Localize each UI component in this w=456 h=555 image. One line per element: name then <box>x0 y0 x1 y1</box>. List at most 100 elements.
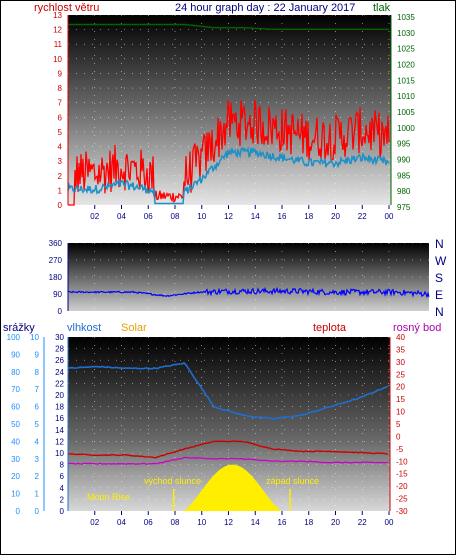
x-tick-label: 16 <box>278 212 287 221</box>
wind-y-tick-label: 5 <box>58 128 63 137</box>
pressure-y-tick-label: 1030 <box>397 29 415 38</box>
precip-tick-label: 0 <box>35 507 40 516</box>
solar-tick-label: 4 <box>60 484 65 493</box>
x-tick-label: 06 <box>144 212 153 221</box>
wind-y-tick-label: 0 <box>58 201 63 210</box>
wind-average-series <box>67 146 390 205</box>
compass-letter: N <box>435 237 444 251</box>
x-tick-label: 00 <box>385 212 394 221</box>
dewpoint-series <box>67 456 389 465</box>
sunset-label: západ slunce <box>266 476 319 486</box>
precip-tick-label: 3 <box>35 455 40 464</box>
wind-y-tick-label: 1 <box>58 186 63 195</box>
pressure-y-tick-label: 995 <box>397 140 411 149</box>
x-tick-label: 04 <box>117 518 126 527</box>
x-tick-label: 16 <box>278 518 287 527</box>
temperature-tick-label: -30 <box>396 507 408 516</box>
pressure-series <box>68 23 389 30</box>
pressure-y-tick-label: 985 <box>397 171 411 180</box>
solar-tick-label: 14 <box>55 426 64 435</box>
humidity-series <box>67 361 389 420</box>
precip-tick-label: 10 <box>30 333 39 342</box>
x-tick-label: 22 <box>358 518 367 527</box>
solar-tick-label: 12 <box>55 437 64 446</box>
temperature-tick-label: 15 <box>396 395 405 404</box>
pressure-y-tick-label: 1000 <box>397 124 415 133</box>
direction-y-tick-label: 360 <box>49 239 63 248</box>
x-tick-label: 18 <box>304 212 313 221</box>
humidity-tick-label: 70 <box>11 385 20 394</box>
temperature-tick-label: -15 <box>396 470 408 479</box>
x-tick-label: 02 <box>90 518 99 527</box>
humidity-tick-label: 10 <box>11 490 20 499</box>
x-tick-label: 18 <box>304 518 313 527</box>
humidity-tick-label: 40 <box>11 437 20 446</box>
temperature-tick-label: 5 <box>396 420 401 429</box>
wind-gust-series <box>68 99 390 206</box>
x-tick-label: 20 <box>331 518 340 527</box>
x-tick-label: 08 <box>171 212 180 221</box>
graph-title: 24 hour graph day : 22 January 2017 <box>175 2 355 14</box>
temperature-tick-label: 40 <box>396 333 405 342</box>
solar-area <box>183 464 282 511</box>
dewpoint-label: rosný bod <box>393 322 441 334</box>
solar-tick-label: 28 <box>55 345 64 354</box>
wind-y-tick-label: 13 <box>53 11 62 20</box>
precip-tick-label: 7 <box>35 385 40 394</box>
compass-letter: E <box>435 288 443 302</box>
precip-tick-label: 5 <box>35 420 40 429</box>
moon-rise-label: Moon Rise <box>87 492 130 502</box>
precip-tick-label: 6 <box>35 403 40 412</box>
direction-panel <box>68 243 429 311</box>
wind-y-tick-label: 12 <box>53 26 62 35</box>
x-tick-label: 14 <box>251 212 260 221</box>
direction-y-tick-label: 180 <box>49 273 63 282</box>
temperature-series <box>67 440 389 459</box>
solar-tick-label: 2 <box>60 495 65 504</box>
wind-y-tick-label: 10 <box>53 55 62 64</box>
precip-label: srážky <box>3 322 35 334</box>
wind-speed-label: rychlost větru <box>34 2 99 14</box>
precip-tick-label: 8 <box>35 368 40 377</box>
solar-tick-label: 8 <box>60 461 65 470</box>
humidity-tick-label: 20 <box>11 472 20 481</box>
solar-tick-label: 20 <box>55 391 64 400</box>
pressure-y-tick-label: 1035 <box>397 13 415 22</box>
humidity-tick-label: 60 <box>11 403 20 412</box>
x-tick-label: 00 <box>385 518 394 527</box>
wind-y-tick-label: 9 <box>58 69 63 78</box>
pressure-y-tick-label: 1005 <box>397 108 415 117</box>
temperature-tick-label: -25 <box>396 495 408 504</box>
pressure-y-tick-label: 1010 <box>397 92 415 101</box>
temperature-tick-label: 30 <box>396 358 405 367</box>
solar-tick-label: 22 <box>55 379 64 388</box>
x-tick-label: 12 <box>224 212 233 221</box>
precip-tick-label: 2 <box>35 472 40 481</box>
temperature-tick-label: 35 <box>396 345 405 354</box>
pressure-y-tick-label: 980 <box>397 187 411 196</box>
pressure-y-tick-label: 1025 <box>397 45 415 54</box>
temperature-label: teplota <box>313 322 347 334</box>
solar-tick-label: 0 <box>60 507 65 516</box>
pressure-y-tick-label: 1020 <box>397 61 415 70</box>
x-tick-label: 20 <box>331 212 340 221</box>
precip-tick-label: 4 <box>35 437 40 446</box>
x-tick-label: 14 <box>251 518 260 527</box>
solar-tick-label: 6 <box>60 472 65 481</box>
wind-y-tick-label: 4 <box>58 143 63 152</box>
wind-y-tick-label: 8 <box>58 84 63 93</box>
temperature-tick-label: 0 <box>396 432 401 441</box>
pressure-y-tick-label: 990 <box>397 156 411 165</box>
humidity-tick-label: 90 <box>11 350 20 359</box>
solar-tick-label: 30 <box>55 333 64 342</box>
compass-letter: S <box>435 271 443 285</box>
x-tick-label: 04 <box>117 212 126 221</box>
x-tick-label: 12 <box>224 518 233 527</box>
solar-tick-label: 10 <box>55 449 64 458</box>
wind-y-tick-label: 11 <box>54 40 63 49</box>
solar-label: Solar <box>121 322 147 334</box>
x-tick-label: 06 <box>144 518 153 527</box>
direction-y-tick-label: 0 <box>58 307 63 316</box>
